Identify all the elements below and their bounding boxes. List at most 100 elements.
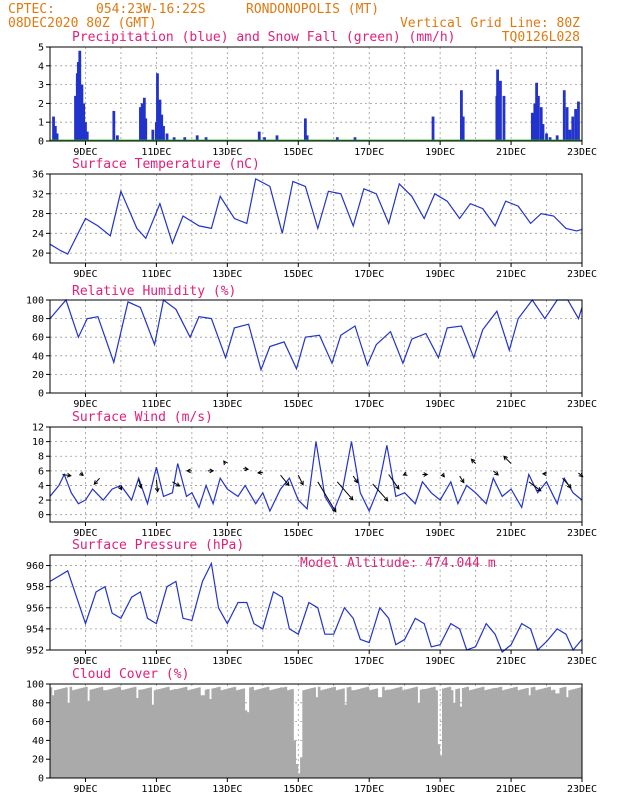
wind-ytick-label: 0 [38, 510, 44, 521]
cloud-bar [490, 688, 494, 778]
wind-vector-head [440, 472, 445, 478]
wind-vector-head [383, 496, 389, 502]
wind-vector-head [223, 460, 228, 466]
cloud-bar [129, 687, 133, 778]
cloud-bar [373, 689, 376, 778]
cloud-bar [67, 702, 70, 778]
cloud-bar [49, 687, 53, 778]
cloud-bar [246, 712, 250, 778]
cloud-bar [328, 687, 332, 778]
cloud-bar [506, 689, 509, 778]
wind-frame [49, 426, 583, 523]
cloud-bar [202, 695, 206, 778]
cloud-bar [295, 763, 299, 778]
pressure-xtick-label: 23DEC [567, 656, 597, 667]
cloud-bar [417, 702, 421, 778]
cloud-bar [80, 687, 84, 778]
cloud-cover-xtick-label: 19DEC [425, 784, 455, 795]
cloud-bar [96, 687, 99, 778]
humidity-ytick-label: 40 [32, 351, 44, 362]
precip-bar [555, 135, 559, 141]
cloud-bar [532, 686, 536, 778]
precip-bar [275, 135, 279, 141]
cloud-bar [304, 689, 308, 778]
cloud-bar [98, 687, 101, 778]
cloud-bar [357, 689, 361, 778]
wind-vector-head [460, 478, 465, 484]
cloud-bar [235, 690, 239, 778]
wind-vector-head [93, 480, 99, 485]
pressure-xtick-label: 15DEC [283, 656, 313, 667]
cloud-bar [89, 689, 93, 778]
wind-ytick-label: 8 [38, 452, 44, 463]
precip-bar [183, 137, 187, 141]
cloud-bar [242, 688, 246, 778]
pressure-xtick-label: 19DEC [425, 656, 455, 667]
cloud-bar [455, 689, 458, 778]
precip-bar [545, 133, 548, 141]
temperature-xtick-label: 21DEC [496, 269, 526, 280]
precip-bar [160, 114, 164, 141]
temperature-xtick-label: 17DEC [354, 269, 384, 280]
cloud-bar [65, 687, 68, 778]
cloud-cover-xtick-label: 23DEC [567, 784, 597, 795]
cloud-bar [198, 687, 201, 778]
cloud-bar [76, 689, 79, 778]
cloud-bar [280, 687, 283, 778]
precip-bar [156, 73, 159, 141]
cloud-bar [397, 687, 401, 778]
cloud-bar [100, 686, 104, 778]
cloud-bar [468, 690, 472, 778]
wind-ytick-label: 2 [38, 496, 44, 507]
cloud-bar [390, 689, 394, 778]
cloud-bar [127, 688, 130, 778]
precip-bar [263, 137, 266, 141]
wind-vector [62, 474, 71, 477]
cloud-bar [257, 689, 261, 778]
cloud-bar [395, 687, 399, 778]
cloud-bar [477, 687, 481, 778]
cloud-cover-ytick-label: 40 [32, 736, 44, 747]
cloud-bar [291, 689, 294, 778]
cloud-bar [271, 689, 274, 778]
humidity-ytick-label: 0 [38, 389, 44, 400]
wind-xtick-label: 23DEC [567, 528, 597, 539]
cloud-bar [153, 690, 157, 778]
cloud-bar [264, 687, 268, 778]
cloud-bar [535, 690, 538, 778]
cloud-bar [324, 689, 328, 778]
cloud-bar [162, 687, 166, 778]
temperature-ytick-label: 28 [32, 209, 44, 220]
cloud-bar [517, 690, 520, 778]
cloud-cover-title: Cloud Cover (%) [72, 667, 189, 682]
precip-bar [571, 116, 575, 141]
cloud-bar [546, 687, 549, 778]
wind-vector [459, 475, 465, 483]
cloud-bar [399, 686, 403, 778]
cloud-cover-ytick-label: 0 [38, 774, 44, 785]
cloud-bar [182, 687, 186, 778]
precip-bar [115, 135, 119, 141]
cloud-bar [320, 690, 323, 778]
cloud-bar [193, 688, 197, 778]
cloud-bar [144, 688, 148, 778]
wind-vector [352, 475, 358, 483]
cloud-bar [62, 687, 66, 778]
cloud-bar [475, 688, 478, 778]
cloud-bar [433, 686, 436, 778]
precip-bar [577, 101, 580, 141]
cloud-bar [107, 689, 110, 778]
cloud-bar [317, 686, 321, 778]
temperature-xtick-label: 19DEC [425, 269, 455, 280]
cloud-bar [539, 689, 543, 778]
cloud-cover-ytick-label: 60 [32, 717, 44, 728]
precip-bar [353, 137, 357, 141]
cloud-bar [255, 689, 259, 778]
wind-vector-head [79, 471, 84, 477]
wind-panel: Surface Wind (m/s) 0 2 4 6 8 10 12 9DEC 11DEC 13DE… [32, 410, 597, 539]
wind-xtick-label: 9DEC [73, 528, 97, 539]
cloud-bar [577, 687, 580, 778]
wind-vector [93, 477, 101, 485]
wind-xtick-label: 17DEC [354, 528, 384, 539]
